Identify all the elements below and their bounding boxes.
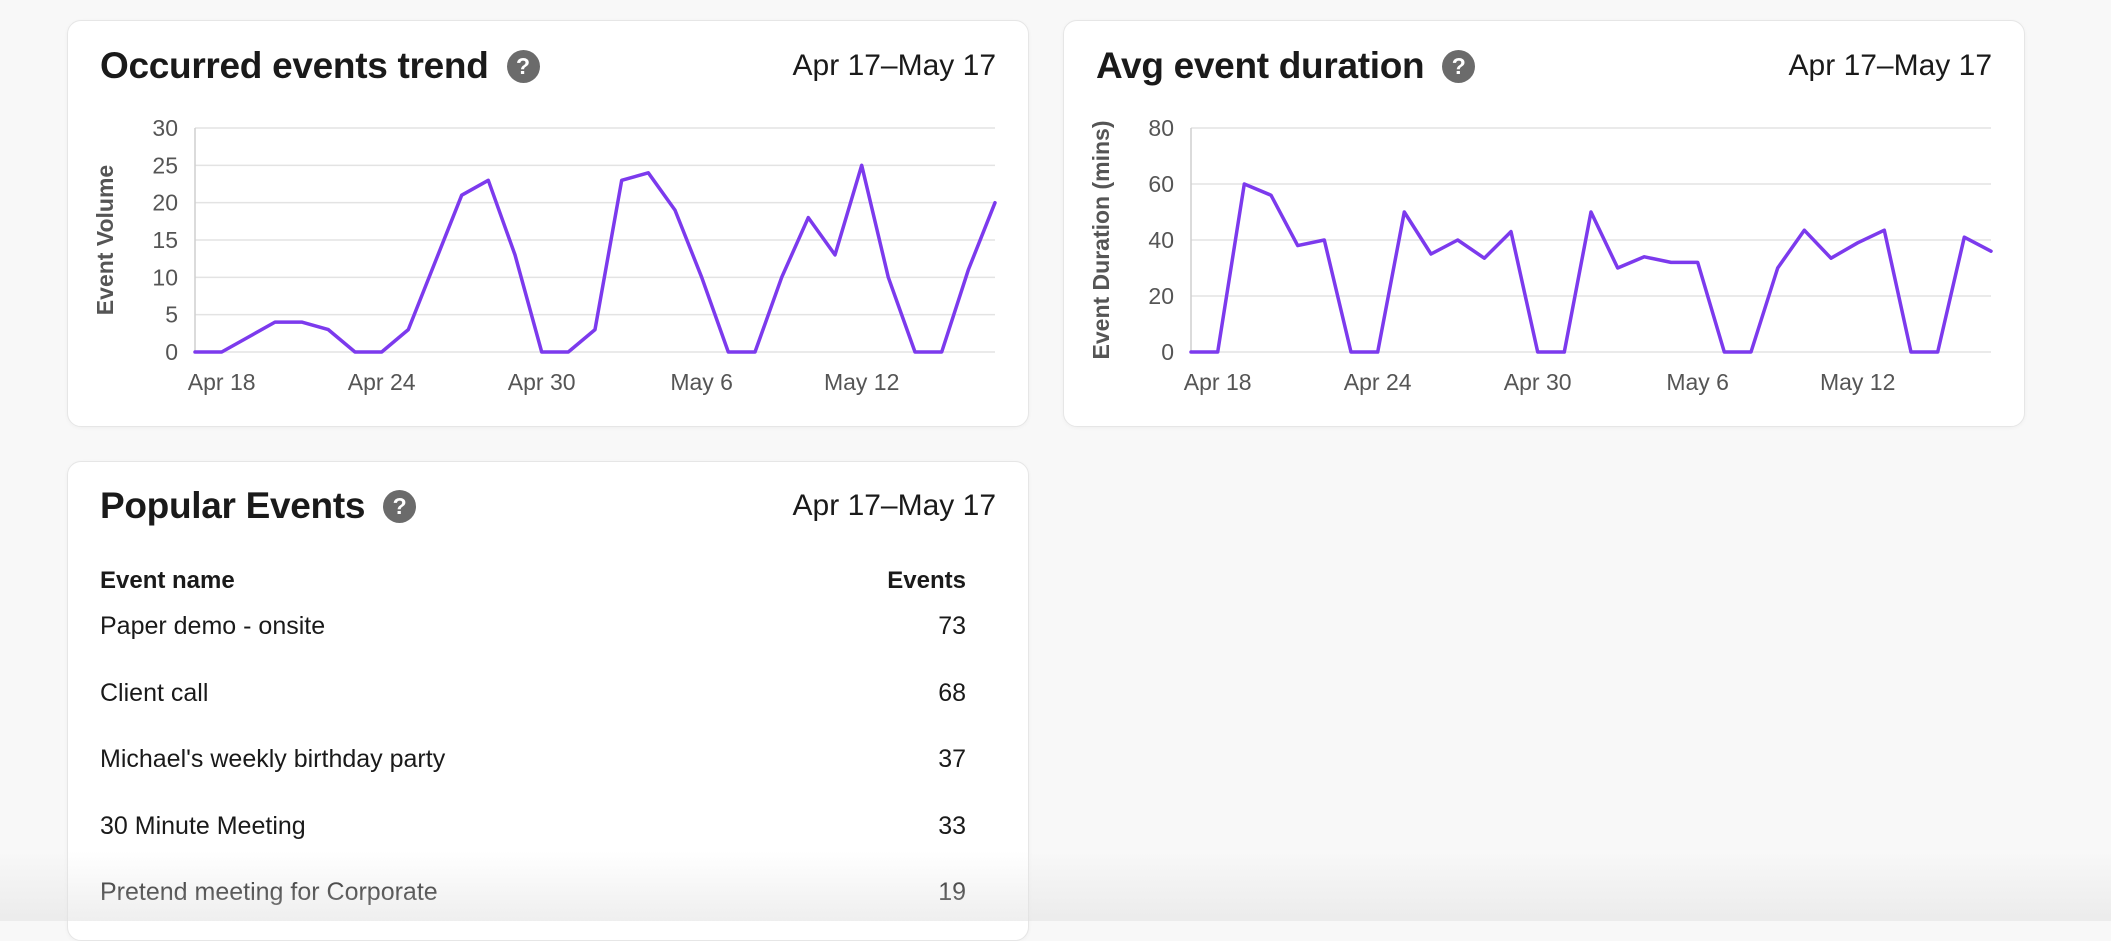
occurred-events-trend-card: Occurred events trend ? Apr 17–May 17 0 5… bbox=[67, 20, 1029, 427]
event-count: 73 bbox=[938, 611, 966, 640]
series-line bbox=[1189, 182, 1993, 354]
table-row[interactable]: Michael's weekly birthday party 37 bbox=[100, 739, 966, 779]
event-volume-chart: 0 5 10 15 20 25 30 Apr 18 Apr 24 Apr 30 May 6 May 1… bbox=[92, 115, 997, 395]
event-name: Client call bbox=[100, 678, 209, 707]
card-title: Avg event duration bbox=[1096, 45, 1425, 86]
table-row[interactable]: 30 Minute Meeting 33 bbox=[100, 806, 966, 846]
date-range: Apr 17–May 17 bbox=[1788, 49, 1992, 82]
x-tick-label: May 12 bbox=[824, 369, 899, 395]
question-circle-icon[interactable]: ? bbox=[506, 49, 540, 83]
y-tick-label: 40 bbox=[1148, 227, 1174, 253]
y-tick-label: 20 bbox=[1148, 283, 1174, 309]
y-tick-label: 0 bbox=[1161, 339, 1174, 365]
y-axis-title: Event Volume bbox=[92, 165, 118, 315]
event-count: 37 bbox=[938, 744, 966, 773]
card-header: Occurred events trend ? Apr 17–May 17 bbox=[100, 43, 996, 89]
x-tick-label: Apr 18 bbox=[1184, 369, 1252, 395]
x-tick-label: Apr 24 bbox=[348, 369, 416, 395]
event-count: 33 bbox=[938, 811, 966, 840]
column-header-events: Events bbox=[887, 567, 966, 594]
table-row[interactable]: Paper demo - onsite 73 bbox=[100, 606, 966, 646]
x-tick-label: May 6 bbox=[670, 369, 733, 395]
date-range: Apr 17–May 17 bbox=[792, 49, 996, 82]
x-tick-label: Apr 30 bbox=[1504, 369, 1572, 395]
x-tick-label: May 12 bbox=[1820, 369, 1895, 395]
event-count: 19 bbox=[938, 877, 966, 906]
table-row[interactable]: Client call 68 bbox=[100, 673, 966, 713]
events-table-header: Event name Events bbox=[100, 567, 966, 595]
y-tick-label: 60 bbox=[1148, 171, 1174, 197]
event-name: Paper demo - onsite bbox=[100, 611, 326, 640]
column-header-event-name: Event name bbox=[100, 567, 235, 594]
card-header: Avg event duration ? Apr 17–May 17 bbox=[1096, 43, 1992, 89]
y-tick-label: 80 bbox=[1148, 115, 1174, 141]
card-title: Occurred events trend bbox=[100, 45, 489, 86]
x-tick-label: May 6 bbox=[1666, 369, 1729, 395]
y-tick-label: 5 bbox=[165, 302, 178, 328]
y-tick-label: 20 bbox=[152, 190, 178, 216]
event-name: Pretend meeting for Corporate bbox=[100, 877, 438, 906]
card-header: Popular Events ? Apr 17–May 17 bbox=[100, 483, 996, 529]
question-circle-icon[interactable]: ? bbox=[1442, 49, 1476, 83]
x-tick-label: Apr 18 bbox=[188, 369, 256, 395]
y-tick-label: 0 bbox=[165, 339, 178, 365]
y-axis-title: Event Duration (mins) bbox=[1088, 121, 1114, 360]
question-circle-icon[interactable]: ? bbox=[383, 489, 417, 523]
event-count: 68 bbox=[938, 678, 966, 707]
event-duration-chart: 0 20 40 60 80 Apr 18 Apr 24 Apr 30 May 6 May 12 Ev… bbox=[1088, 115, 1993, 395]
avg-event-duration-card: Avg event duration ? Apr 17–May 17 0 20 40… bbox=[1063, 20, 2025, 427]
y-tick-label: 10 bbox=[152, 264, 178, 290]
x-tick-label: Apr 30 bbox=[508, 369, 576, 395]
series-line bbox=[193, 163, 997, 354]
y-tick-label: 15 bbox=[152, 227, 178, 253]
y-tick-label: 30 bbox=[152, 115, 178, 141]
card-title: Popular Events bbox=[100, 485, 366, 526]
table-row[interactable]: Pretend meeting for Corporate 19 bbox=[100, 872, 966, 912]
x-tick-label: Apr 24 bbox=[1344, 369, 1412, 395]
y-tick-label: 25 bbox=[152, 152, 178, 178]
date-range: Apr 17–May 17 bbox=[792, 489, 996, 522]
event-name: 30 Minute Meeting bbox=[100, 811, 306, 840]
event-name: Michael's weekly birthday party bbox=[100, 744, 446, 773]
